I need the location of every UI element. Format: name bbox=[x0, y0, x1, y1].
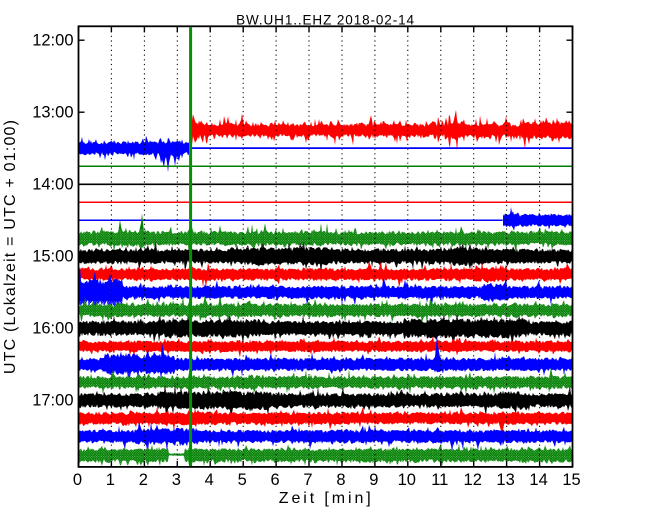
svg-text:10: 10 bbox=[398, 471, 416, 489]
svg-text:6: 6 bbox=[271, 471, 280, 489]
svg-text:12: 12 bbox=[464, 471, 482, 489]
svg-text:9: 9 bbox=[369, 471, 378, 489]
svg-text:11: 11 bbox=[431, 471, 448, 489]
svg-text:13: 13 bbox=[496, 471, 514, 489]
svg-text:3: 3 bbox=[172, 471, 181, 489]
svg-text:4: 4 bbox=[205, 471, 214, 489]
svg-text:8: 8 bbox=[336, 471, 345, 489]
svg-text:1: 1 bbox=[106, 471, 115, 489]
svg-text:7: 7 bbox=[303, 471, 312, 489]
svg-text:14: 14 bbox=[529, 471, 547, 489]
svg-text:UTC (Lokalzeit = UTC + 01:00): UTC (Lokalzeit = UTC + 01:00) bbox=[2, 119, 19, 374]
svg-text:12:00: 12:00 bbox=[32, 31, 73, 49]
svg-text:13:00: 13:00 bbox=[32, 104, 73, 122]
svg-text:15: 15 bbox=[562, 471, 580, 489]
svg-text:14:00: 14:00 bbox=[32, 176, 73, 194]
svg-text:BW.UH1..EHZ 2018-02-14: BW.UH1..EHZ 2018-02-14 bbox=[236, 13, 415, 28]
svg-text:2: 2 bbox=[139, 471, 148, 489]
svg-text:Zeit [min]: Zeit [min] bbox=[279, 490, 374, 507]
svg-text:17:00: 17:00 bbox=[32, 392, 73, 410]
svg-text:5: 5 bbox=[238, 471, 247, 489]
svg-text:15:00: 15:00 bbox=[32, 248, 73, 266]
svg-text:0: 0 bbox=[73, 471, 82, 489]
svg-text:16:00: 16:00 bbox=[32, 320, 73, 338]
